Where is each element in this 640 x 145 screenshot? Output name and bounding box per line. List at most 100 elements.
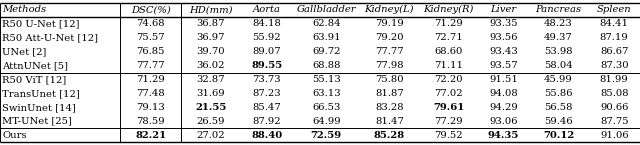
Text: 48.23: 48.23 (544, 19, 573, 28)
Text: R50 Att-U-Net [12]: R50 Att-U-Net [12] (2, 33, 98, 42)
Text: 84.41: 84.41 (600, 19, 628, 28)
Text: Gallbladder: Gallbladder (296, 5, 356, 14)
Text: DSC(%): DSC(%) (131, 5, 170, 14)
Text: 72.71: 72.71 (435, 33, 463, 42)
Text: 83.28: 83.28 (375, 103, 404, 112)
Text: 82.21: 82.21 (135, 131, 166, 140)
Text: 89.55: 89.55 (251, 61, 282, 70)
Text: 76.85: 76.85 (136, 47, 165, 56)
Text: 94.29: 94.29 (489, 103, 518, 112)
Text: 75.80: 75.80 (375, 75, 404, 84)
Text: 36.87: 36.87 (196, 19, 225, 28)
Text: 55.86: 55.86 (544, 89, 573, 98)
Text: 62.84: 62.84 (312, 19, 340, 28)
Text: 88.40: 88.40 (251, 131, 282, 140)
Text: 81.87: 81.87 (375, 89, 404, 98)
Text: 72.20: 72.20 (435, 75, 463, 84)
Text: 79.19: 79.19 (375, 19, 404, 28)
Text: Liver: Liver (490, 5, 516, 14)
Text: 93.06: 93.06 (489, 117, 518, 126)
Text: 77.02: 77.02 (435, 89, 463, 98)
Text: 69.72: 69.72 (312, 47, 340, 56)
Text: MT-UNet [25]: MT-UNet [25] (2, 117, 72, 126)
Text: 87.19: 87.19 (600, 33, 628, 42)
Text: Spleen: Spleen (597, 5, 632, 14)
Text: 85.08: 85.08 (600, 89, 628, 98)
Text: 93.56: 93.56 (489, 33, 518, 42)
Text: 79.13: 79.13 (136, 103, 165, 112)
Text: 77.77: 77.77 (375, 47, 404, 56)
Text: 87.30: 87.30 (600, 61, 628, 70)
Text: 66.53: 66.53 (312, 103, 340, 112)
Text: Pancreas: Pancreas (536, 5, 582, 14)
Text: 55.92: 55.92 (252, 33, 281, 42)
Text: 59.46: 59.46 (544, 117, 573, 126)
Text: 94.35: 94.35 (488, 131, 519, 140)
Text: 87.75: 87.75 (600, 117, 628, 126)
Text: 85.47: 85.47 (252, 103, 281, 112)
Text: Aorta: Aorta (253, 5, 281, 14)
Text: 93.57: 93.57 (489, 61, 518, 70)
Text: 86.67: 86.67 (600, 47, 628, 56)
Text: 78.59: 78.59 (136, 117, 165, 126)
Text: 77.29: 77.29 (435, 117, 463, 126)
Text: 68.60: 68.60 (435, 47, 463, 56)
Text: SwinUnet [14]: SwinUnet [14] (2, 103, 76, 112)
Text: 87.23: 87.23 (252, 89, 281, 98)
Text: Ours: Ours (2, 131, 27, 140)
Text: 53.98: 53.98 (544, 47, 573, 56)
Text: Kidney(R): Kidney(R) (424, 5, 474, 14)
Text: 90.66: 90.66 (600, 103, 628, 112)
Text: HD(mm): HD(mm) (189, 5, 233, 14)
Text: 87.92: 87.92 (252, 117, 281, 126)
Text: 79.20: 79.20 (375, 33, 404, 42)
Text: 94.08: 94.08 (489, 89, 518, 98)
Text: UNet [2]: UNet [2] (2, 47, 47, 56)
Text: 79.61: 79.61 (433, 103, 464, 112)
Text: 71.29: 71.29 (435, 19, 463, 28)
Text: TransUnet [12]: TransUnet [12] (2, 89, 80, 98)
Text: 91.06: 91.06 (600, 131, 628, 140)
Text: 84.18: 84.18 (252, 19, 281, 28)
Text: 70.12: 70.12 (543, 131, 574, 140)
Text: 36.02: 36.02 (196, 61, 225, 70)
Text: 91.51: 91.51 (489, 75, 518, 84)
Text: 93.43: 93.43 (489, 47, 518, 56)
Text: 21.55: 21.55 (195, 103, 227, 112)
Text: Kidney(L): Kidney(L) (365, 5, 414, 14)
Text: R50 ViT [12]: R50 ViT [12] (2, 75, 67, 84)
Text: 77.98: 77.98 (375, 61, 404, 70)
Text: 71.29: 71.29 (136, 75, 165, 84)
Text: 79.52: 79.52 (435, 131, 463, 140)
Text: 93.35: 93.35 (489, 19, 518, 28)
Text: Methods: Methods (2, 5, 46, 14)
Text: 63.13: 63.13 (312, 89, 340, 98)
Text: 26.59: 26.59 (196, 117, 225, 126)
Text: 77.48: 77.48 (136, 89, 165, 98)
Text: 73.73: 73.73 (252, 75, 281, 84)
Text: AttnUNet [5]: AttnUNet [5] (2, 61, 68, 70)
Text: 68.88: 68.88 (312, 61, 340, 70)
Text: 81.47: 81.47 (375, 117, 404, 126)
Text: 39.70: 39.70 (196, 47, 225, 56)
Text: 32.87: 32.87 (196, 75, 225, 84)
Text: 49.37: 49.37 (544, 33, 573, 42)
Text: 45.99: 45.99 (544, 75, 573, 84)
Text: 56.58: 56.58 (544, 103, 573, 112)
Text: R50 U-Net [12]: R50 U-Net [12] (2, 19, 79, 28)
Text: 81.99: 81.99 (600, 75, 628, 84)
Text: 74.68: 74.68 (136, 19, 165, 28)
Text: 89.07: 89.07 (252, 47, 281, 56)
Text: 55.13: 55.13 (312, 75, 340, 84)
Text: 36.97: 36.97 (196, 33, 225, 42)
Text: 58.04: 58.04 (544, 61, 573, 70)
Text: 63.91: 63.91 (312, 33, 340, 42)
Text: 75.57: 75.57 (136, 33, 165, 42)
Text: 85.28: 85.28 (374, 131, 405, 140)
Text: 31.69: 31.69 (196, 89, 225, 98)
Text: 71.11: 71.11 (434, 61, 463, 70)
Text: 77.77: 77.77 (136, 61, 165, 70)
Text: 72.59: 72.59 (310, 131, 342, 140)
Text: 64.99: 64.99 (312, 117, 340, 126)
Text: 27.02: 27.02 (196, 131, 225, 140)
